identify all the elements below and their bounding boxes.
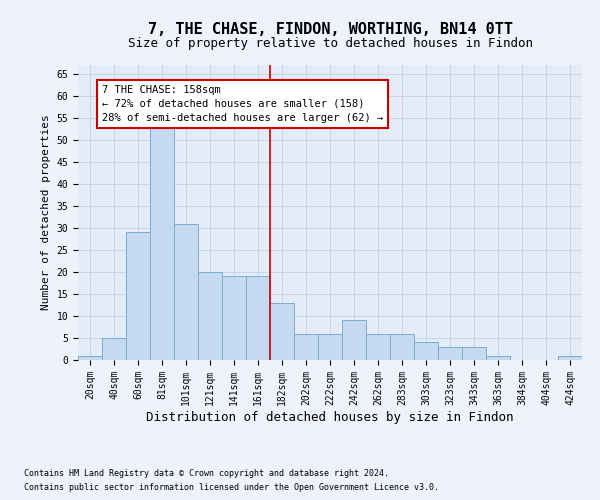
Bar xyxy=(78,356,102,360)
Bar xyxy=(222,276,246,360)
Text: Contains HM Land Registry data © Crown copyright and database right 2024.: Contains HM Land Registry data © Crown c… xyxy=(24,468,389,477)
Bar xyxy=(150,109,174,360)
Bar xyxy=(342,320,366,360)
X-axis label: Distribution of detached houses by size in Findon: Distribution of detached houses by size … xyxy=(146,410,514,424)
Bar xyxy=(486,356,510,360)
Bar xyxy=(318,334,342,360)
Text: 7 THE CHASE: 158sqm
← 72% of detached houses are smaller (158)
28% of semi-detac: 7 THE CHASE: 158sqm ← 72% of detached ho… xyxy=(102,85,383,123)
Bar xyxy=(438,347,462,360)
Bar xyxy=(558,356,582,360)
Bar xyxy=(126,232,150,360)
Bar xyxy=(198,272,222,360)
Bar xyxy=(174,224,198,360)
Bar xyxy=(414,342,438,360)
Text: 7, THE CHASE, FINDON, WORTHING, BN14 0TT: 7, THE CHASE, FINDON, WORTHING, BN14 0TT xyxy=(148,22,512,38)
Text: Size of property relative to detached houses in Findon: Size of property relative to detached ho… xyxy=(128,38,533,51)
Bar xyxy=(246,276,270,360)
Text: Contains public sector information licensed under the Open Government Licence v3: Contains public sector information licen… xyxy=(24,484,439,492)
Bar xyxy=(294,334,318,360)
Bar xyxy=(462,347,486,360)
Bar xyxy=(270,303,294,360)
Y-axis label: Number of detached properties: Number of detached properties xyxy=(41,114,51,310)
Bar xyxy=(390,334,414,360)
Bar xyxy=(102,338,126,360)
Bar xyxy=(366,334,390,360)
